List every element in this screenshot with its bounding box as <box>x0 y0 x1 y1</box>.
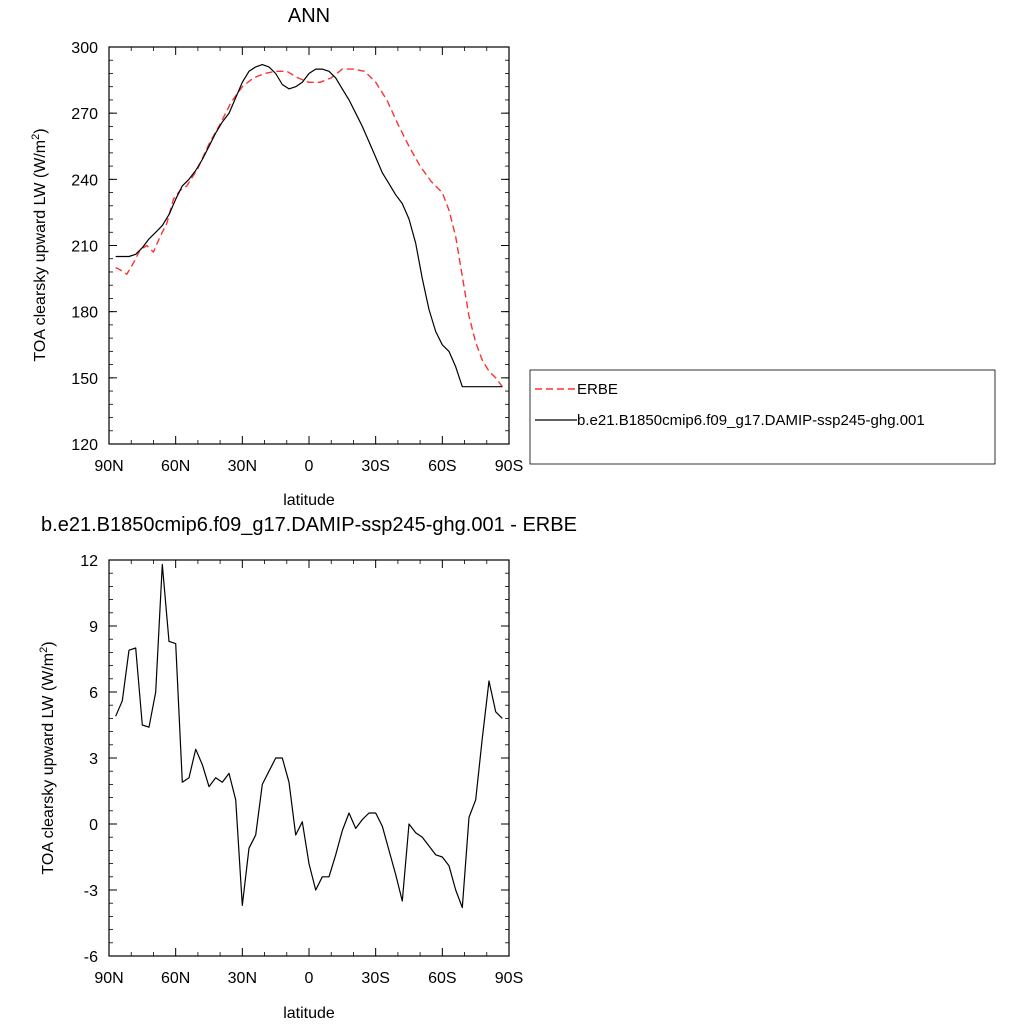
legend-box <box>529 369 996 465</box>
top-chart-series <box>115 63 503 388</box>
bottom-chart-x-tick-labels: 90N 60N 30N 0 30S 60S 90S <box>94 970 523 987</box>
top-chart-plot-area <box>108 46 510 445</box>
top-chart-y-tick-labels: 120 150 180 210 240 270 300 <box>71 40 98 454</box>
bottom-chart: b.e21.B1850cmip6.f09_g17.DAMIP-ssp245-gh… <box>38 514 577 1022</box>
bottom-chart-x-tick-label: 90N <box>94 970 123 987</box>
top-chart-x-tick-label: 90S <box>495 458 523 475</box>
bottom-chart-plot-area <box>108 559 510 957</box>
bottom-chart-ticks <box>108 559 510 957</box>
top-chart-x-tick-label: 90N <box>94 458 123 475</box>
bottom-chart-y-tick-label: 0 <box>89 817 98 834</box>
top-chart-y-tick-label: 120 <box>71 437 98 454</box>
top-chart-x-axis-label: latitude <box>283 492 335 509</box>
bottom-chart-series <box>115 563 503 909</box>
top-chart-erbe-line <box>115 68 503 388</box>
bottom-chart-x-tick-label: 60S <box>428 970 456 987</box>
top-chart-x-tick-label: 60S <box>428 458 456 475</box>
top-chart-x-tick-label: 30N <box>228 458 257 475</box>
top-chart-x-tick-label: 60N <box>161 458 190 475</box>
bottom-chart-y-tick-label: 3 <box>89 751 98 768</box>
bottom-chart-y-tick-labels: -6 -3 0 3 6 9 12 <box>80 553 98 966</box>
top-chart-y-axis-label: TOA clearsky upward LW (W/m2) <box>30 128 49 361</box>
legend-erbe-label: ERBE <box>577 381 618 398</box>
bottom-chart-x-axis-label: latitude <box>283 1005 335 1022</box>
top-chart-x-tick-label: 0 <box>305 458 314 475</box>
top-chart-y-tick-label: 180 <box>71 305 98 322</box>
top-chart-y-tick-label: 300 <box>71 40 98 57</box>
top-chart-y-tick-label: 240 <box>71 172 98 189</box>
bottom-chart-model-line <box>115 563 503 909</box>
top-chart-ticks <box>108 46 510 445</box>
bottom-chart-x-tick-label: 0 <box>305 970 314 987</box>
bottom-chart-y-tick-label: 9 <box>89 619 98 636</box>
bottom-chart-y-axis-label: TOA clearsky upward LW (W/m2) <box>38 641 57 874</box>
bottom-chart-y-tick-label: 6 <box>89 685 98 702</box>
bottom-chart-x-tick-label: 30S <box>361 970 389 987</box>
top-chart-y-tick-label: 150 <box>71 371 98 388</box>
legend: ERBE b.e21.B1850cmip6.f09_g17.DAMIP-ssp2… <box>529 369 996 465</box>
bottom-chart-y-tick-label: 12 <box>80 553 98 570</box>
top-chart-model-line <box>115 63 503 388</box>
top-chart-x-tick-label: 30S <box>361 458 389 475</box>
bottom-chart-x-tick-label: 60N <box>161 970 190 987</box>
bottom-chart-y-tick-label: -6 <box>84 949 98 966</box>
bottom-chart-y-tick-label: -3 <box>84 883 98 900</box>
top-chart-x-tick-labels: 90N 60N 30N 0 30S 60S 90S <box>94 458 523 475</box>
top-chart: ANN 90N 60N 30N 0 30S 60S 90S 120 150 180 210 240 2… <box>30 5 523 509</box>
top-chart-y-tick-label: 210 <box>71 239 98 256</box>
bottom-chart-x-tick-label: 90S <box>495 970 523 987</box>
top-chart-title: ANN <box>288 5 330 27</box>
bottom-chart-x-tick-label: 30N <box>228 970 257 987</box>
legend-model-label: b.e21.B1850cmip6.f09_g17.DAMIP-ssp245-gh… <box>577 412 925 429</box>
top-chart-y-tick-label: 270 <box>71 106 98 123</box>
bottom-chart-title: b.e21.B1850cmip6.f09_g17.DAMIP-ssp245-gh… <box>41 514 577 536</box>
